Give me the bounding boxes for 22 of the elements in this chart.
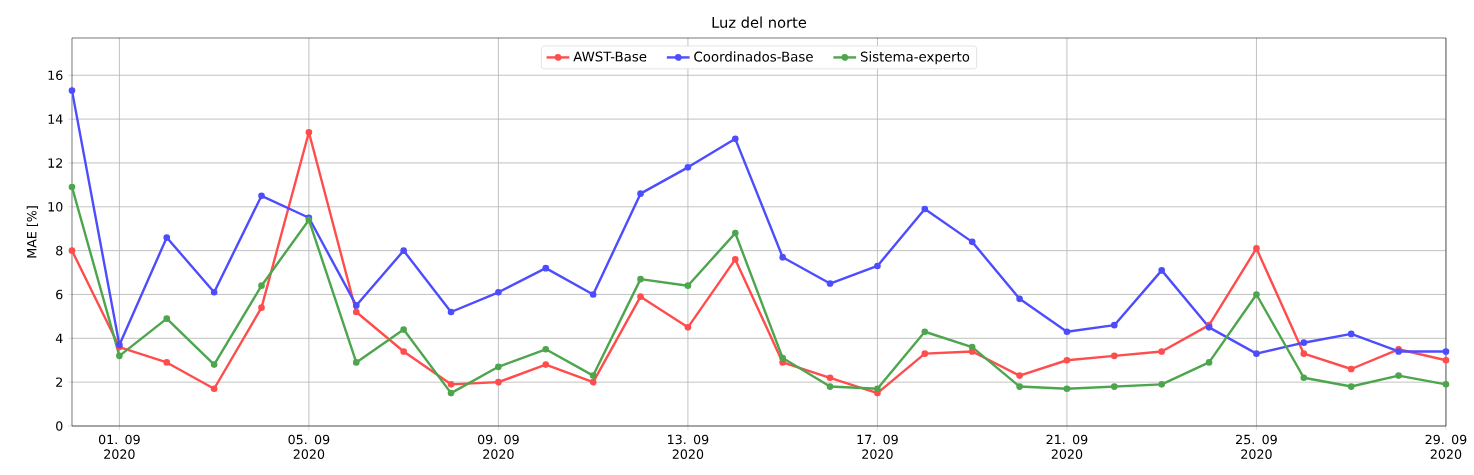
y-tick-label: 10 [48, 201, 63, 212]
x-tick-label: 09. 09 2020 [477, 434, 519, 459]
legend-label: Sistema-experto [860, 51, 970, 65]
y-axis-title: MAE [%] [26, 206, 39, 258]
chart-title: Luz del norte [712, 16, 807, 28]
legend-label: AWST-Base [573, 51, 647, 62]
x-tick-label: 17. 09 2020 [857, 434, 898, 459]
y-tick-label: 6 [56, 289, 63, 300]
y-tick-label: 12 [48, 158, 63, 168]
y-tick-label: 14 [48, 114, 63, 124]
y-tick-label: 16 [48, 70, 63, 81]
x-tick-label: 21. 09 2020 [1046, 434, 1088, 459]
x-tick-label: 05. 09 2020 [288, 434, 330, 459]
x-tick-label: 25. 09 2020 [1236, 434, 1277, 459]
x-tick-label: 29. 09 2020 [1425, 434, 1467, 459]
y-tick-label: 2 [56, 377, 63, 387]
x-tick-label: 01. 09 2020 [98, 434, 140, 459]
y-tick-label: 0 [56, 421, 63, 431]
x-tick-label: 13. 09 2020 [668, 434, 709, 459]
y-tick-label: 4 [55, 333, 63, 343]
y-tick-label: 8 [56, 245, 63, 256]
legend-label: Coordinados-Base [694, 51, 813, 62]
